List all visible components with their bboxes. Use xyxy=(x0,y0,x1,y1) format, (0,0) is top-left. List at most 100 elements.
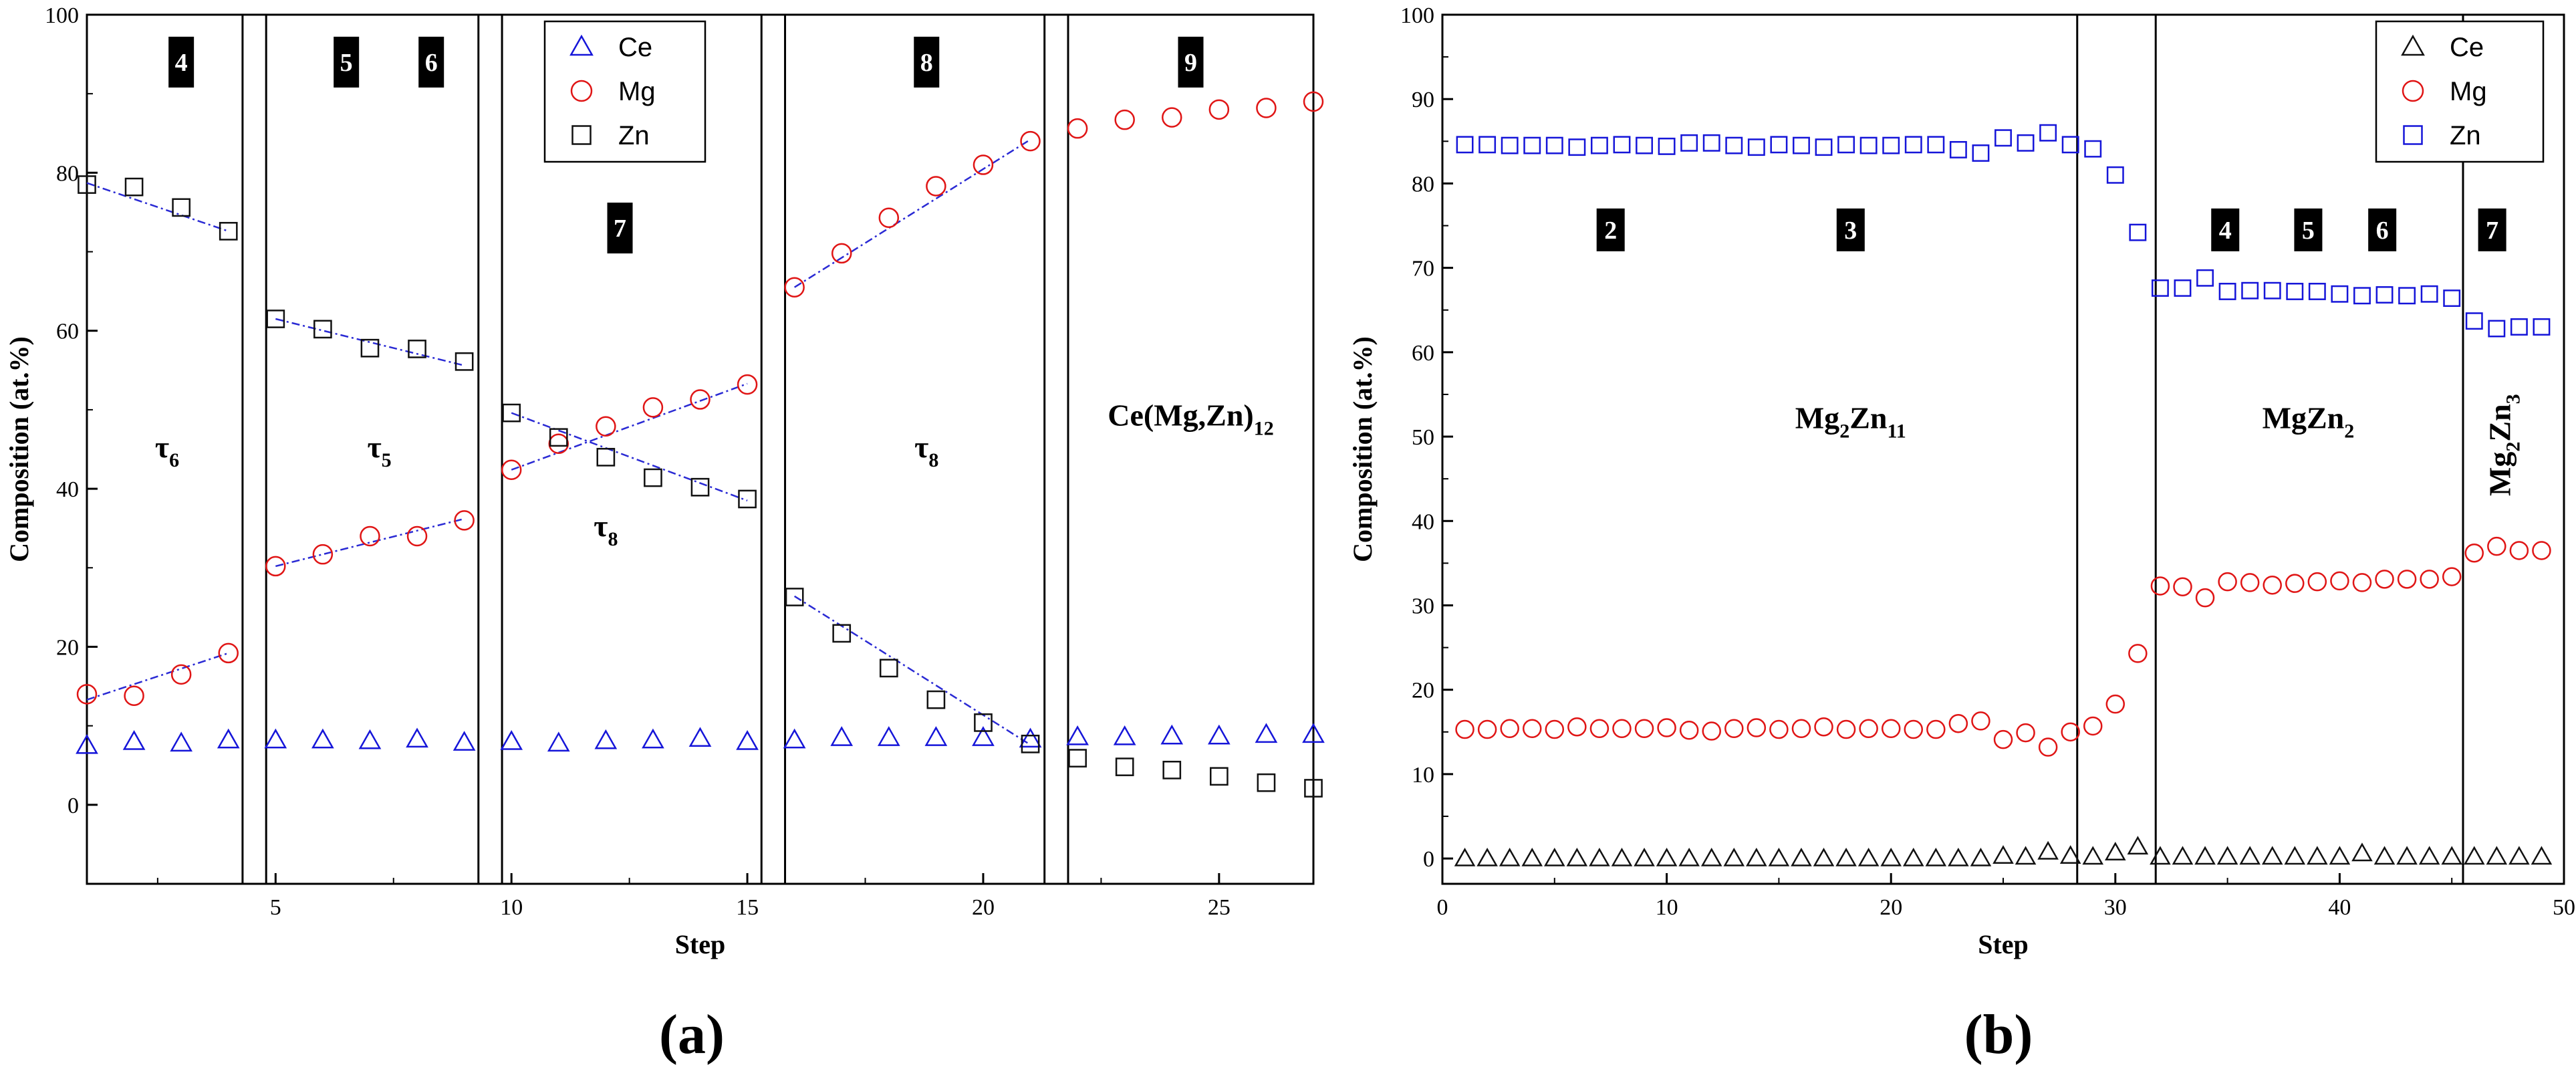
legend-label: Mg xyxy=(618,77,656,106)
data-point-ce xyxy=(1302,723,1325,743)
data-point-zn xyxy=(2286,283,2304,300)
data-point-mg xyxy=(454,510,475,531)
data-point-ce xyxy=(1499,847,1521,866)
phase-label: τ8 xyxy=(594,509,618,550)
data-point-mg xyxy=(2532,541,2551,560)
region-number-box xyxy=(1178,36,1204,88)
trendline xyxy=(275,318,465,366)
data-point-mg xyxy=(312,544,334,565)
data-point-zn xyxy=(408,340,426,358)
data-point-mg xyxy=(360,525,380,547)
region-number-box xyxy=(914,36,940,88)
data-point-zn xyxy=(1257,773,1276,792)
phase-label: Mg2Zn11 xyxy=(1795,400,1906,442)
y-tick-label: 30 xyxy=(1412,594,1434,618)
data-point-zn xyxy=(2420,285,2438,303)
data-point-ce xyxy=(1066,725,1089,745)
legend-label: Ce xyxy=(618,33,652,62)
legend-item-zn: Zn xyxy=(571,121,650,150)
legend-label: Zn xyxy=(2450,121,2481,150)
data-point-zn xyxy=(738,489,757,509)
series-ce xyxy=(1454,836,2553,866)
data-point-mg xyxy=(218,642,239,664)
series-ce xyxy=(76,723,1325,754)
region-number-box xyxy=(418,36,444,88)
data-point-mg xyxy=(1679,721,1699,740)
data-point-mg xyxy=(2128,644,2148,663)
plot-frame xyxy=(86,13,1315,885)
y-tick-label: 10 xyxy=(1412,763,1434,788)
y-tick-label: 50 xyxy=(1412,425,1434,450)
data-point-zn xyxy=(2196,269,2214,287)
data-point-zn xyxy=(1793,136,1810,154)
data-point-ce xyxy=(783,728,806,749)
data-point-ce xyxy=(1813,847,1835,866)
data-point-zn xyxy=(2443,289,2461,308)
data-point-ce xyxy=(2418,846,2440,865)
data-point-zn xyxy=(1162,760,1182,780)
data-point-mg xyxy=(2487,536,2506,556)
data-point-ce xyxy=(2015,846,2037,865)
data-point-mg xyxy=(2263,575,2282,595)
data-point-ce xyxy=(1476,847,1498,866)
data-point-zn xyxy=(644,468,662,487)
region-number-text: 4 xyxy=(2219,217,2232,245)
data-point-ce xyxy=(2172,846,2194,865)
region-number-label: 3 xyxy=(1836,208,1865,251)
data-point-ce xyxy=(1678,847,1700,866)
data-point-mg xyxy=(124,685,144,706)
data-point-mg xyxy=(1612,719,1632,739)
data-point-ce xyxy=(406,727,428,748)
phase-label: τ6 xyxy=(155,430,179,471)
data-point-ce xyxy=(877,726,900,746)
data-point-mg xyxy=(831,243,852,264)
region-number-text: 5 xyxy=(2302,217,2315,245)
data-point-mg xyxy=(1256,98,1277,118)
data-point-ce xyxy=(2396,846,2418,865)
region-number-text: 8 xyxy=(920,49,933,77)
data-point-mg xyxy=(1522,719,1542,739)
region-number-text: 9 xyxy=(1184,49,1197,77)
y-tick-label: 0 xyxy=(68,794,79,818)
data-point-mg xyxy=(1067,118,1088,139)
panel-label: (a) xyxy=(659,1003,725,1066)
data-point-ce xyxy=(311,728,334,749)
data-point-mg xyxy=(2285,574,2305,593)
data-point-ce xyxy=(2463,846,2485,865)
region-number-label: 4 xyxy=(168,36,195,88)
data-point-ce xyxy=(1207,724,1231,745)
data-point-ce xyxy=(2329,846,2351,865)
data-point-mg xyxy=(2105,694,2126,714)
data-point-mg xyxy=(1455,719,1474,739)
data-point-ce xyxy=(2037,840,2059,860)
data-point-zn xyxy=(313,320,332,339)
y-tick-label: 20 xyxy=(56,635,79,660)
data-point-zn xyxy=(2039,124,2057,142)
data-point-zn xyxy=(1021,734,1040,753)
data-point-ce xyxy=(972,726,995,746)
data-point-zn xyxy=(2533,318,2551,336)
region-number-text: 7 xyxy=(614,215,626,243)
data-point-ce xyxy=(547,731,570,752)
data-point-zn xyxy=(2151,279,2169,297)
data-point-mg xyxy=(1303,91,1324,112)
data-point-ce xyxy=(1634,847,1655,866)
data-point-zn xyxy=(2017,134,2035,152)
data-point-ce xyxy=(2508,846,2530,865)
data-point-mg xyxy=(2442,567,2462,586)
data-point-ce xyxy=(217,728,240,749)
x-tick-label: 0 xyxy=(1437,895,1448,920)
region-number-label: 8 xyxy=(914,36,940,88)
data-point-zn xyxy=(1680,134,1698,152)
legend-item-ce: Ce xyxy=(2401,33,2484,62)
data-point-mg xyxy=(2195,588,2215,608)
data-point-ce xyxy=(830,726,854,746)
data-point-ce xyxy=(1992,845,2014,864)
x-tick-label: 30 xyxy=(2104,895,2127,920)
data-point-zn xyxy=(549,428,568,447)
data-point-ce xyxy=(1970,847,1992,866)
x-tick-label: 25 xyxy=(1208,895,1231,920)
data-point-ce xyxy=(1768,847,1790,866)
data-point-zn xyxy=(2106,166,2124,184)
data-point-mg xyxy=(2307,572,2327,592)
